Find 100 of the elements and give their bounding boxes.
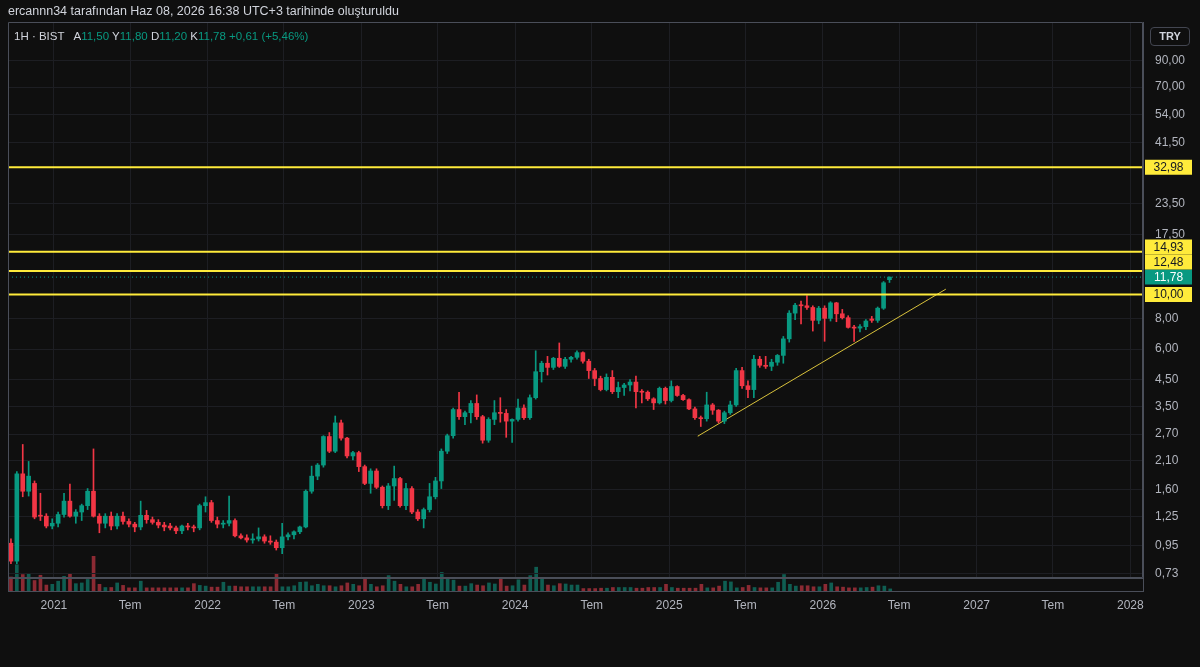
y-tick-label: 23,50 xyxy=(1155,195,1186,210)
bar xyxy=(416,584,420,591)
bar xyxy=(793,585,798,591)
bar xyxy=(410,586,415,591)
bar xyxy=(180,587,184,591)
bar xyxy=(670,587,674,591)
ref-line-label: 14,93 xyxy=(1153,239,1184,254)
bar xyxy=(192,583,196,591)
bar xyxy=(256,586,261,591)
bar xyxy=(481,585,485,591)
bar xyxy=(776,581,780,591)
bar xyxy=(174,587,179,591)
x-tick-label: 2026 xyxy=(809,597,837,612)
bar xyxy=(380,585,385,591)
bar xyxy=(363,578,367,591)
text: ercannn34 tarafından Haz 08, 2026 16:38 UTC+3 tarihinde oluşturuldu xyxy=(8,4,399,19)
bar xyxy=(245,586,249,591)
bar xyxy=(581,588,586,591)
bar xyxy=(658,587,662,591)
y-tick-label: 8,00 xyxy=(1155,310,1179,325)
bar xyxy=(729,581,733,591)
bar xyxy=(563,583,568,591)
ref-line-label: 10,00 xyxy=(1153,287,1184,302)
bar xyxy=(593,588,598,591)
bar xyxy=(552,585,556,591)
text: 1H · BIST xyxy=(14,29,65,43)
bar xyxy=(469,583,474,591)
y-tick-label: 0,73 xyxy=(1155,565,1179,580)
bar xyxy=(138,580,143,591)
bar xyxy=(829,582,834,591)
bar xyxy=(858,587,863,591)
candlestick xyxy=(798,300,804,325)
bar xyxy=(723,580,727,591)
bar xyxy=(428,581,432,591)
x-tick-label: 2027 xyxy=(963,597,991,612)
bar xyxy=(79,582,84,591)
bar xyxy=(788,584,792,591)
x-tick-label: Tem xyxy=(1041,597,1065,612)
bar xyxy=(605,587,609,591)
x-tick-label: Tem xyxy=(118,597,142,612)
y-tick-label: 4,50 xyxy=(1155,371,1179,386)
bar xyxy=(345,582,350,591)
x-tick-label: Tem xyxy=(426,597,449,612)
bar xyxy=(62,575,66,591)
bar xyxy=(357,585,361,591)
bar xyxy=(847,587,851,591)
ref-line-label: 32,98 xyxy=(1153,160,1184,175)
bar xyxy=(109,587,114,591)
bar xyxy=(310,585,314,591)
x-tick-label: 2023 xyxy=(347,597,376,612)
bar xyxy=(168,587,173,591)
y-tick-label: 90,00 xyxy=(1155,52,1186,67)
bar xyxy=(375,586,379,591)
y-tick-label: 1,60 xyxy=(1155,482,1179,497)
bar xyxy=(664,584,668,591)
candlestick xyxy=(391,465,397,501)
bar xyxy=(493,583,497,591)
bar xyxy=(841,586,845,591)
bar xyxy=(622,587,627,591)
bar xyxy=(133,587,137,591)
bar xyxy=(298,581,302,591)
bar xyxy=(127,587,131,591)
bar xyxy=(74,583,78,591)
bar xyxy=(292,585,297,591)
bar xyxy=(711,587,716,591)
bar xyxy=(681,587,686,591)
bar xyxy=(734,587,739,591)
y-axis-title: TRY xyxy=(1150,27,1190,46)
x-tick-label: 2022 xyxy=(194,597,222,612)
bar xyxy=(251,586,255,591)
candlestick xyxy=(869,316,875,323)
bar xyxy=(50,584,55,591)
bar xyxy=(351,584,356,591)
bar xyxy=(321,585,326,591)
y-tick-label: 2,10 xyxy=(1155,453,1179,468)
bar xyxy=(835,586,839,591)
bar xyxy=(587,588,592,591)
bar xyxy=(528,575,533,591)
bar xyxy=(239,586,243,591)
bar xyxy=(144,587,149,591)
bar xyxy=(304,581,308,591)
ref-line-label: 12,48 xyxy=(1153,254,1184,269)
y-tick-label: 41,50 xyxy=(1155,135,1186,150)
y-tick-label: 1,25 xyxy=(1155,508,1179,523)
bar xyxy=(705,587,710,591)
bar xyxy=(186,587,190,591)
bar xyxy=(315,584,320,591)
bar xyxy=(717,585,721,591)
bar xyxy=(540,577,544,591)
bar xyxy=(203,585,208,591)
bar xyxy=(233,585,238,591)
y-tick-label: 54,00 xyxy=(1155,107,1186,122)
bar xyxy=(227,585,232,591)
bar xyxy=(487,582,491,591)
bar xyxy=(782,574,786,591)
x-tick-label: Tem xyxy=(272,597,296,612)
bar xyxy=(339,585,344,591)
y-tick-label: 3,50 xyxy=(1155,398,1179,413)
bar xyxy=(68,573,72,591)
bar xyxy=(876,585,881,591)
